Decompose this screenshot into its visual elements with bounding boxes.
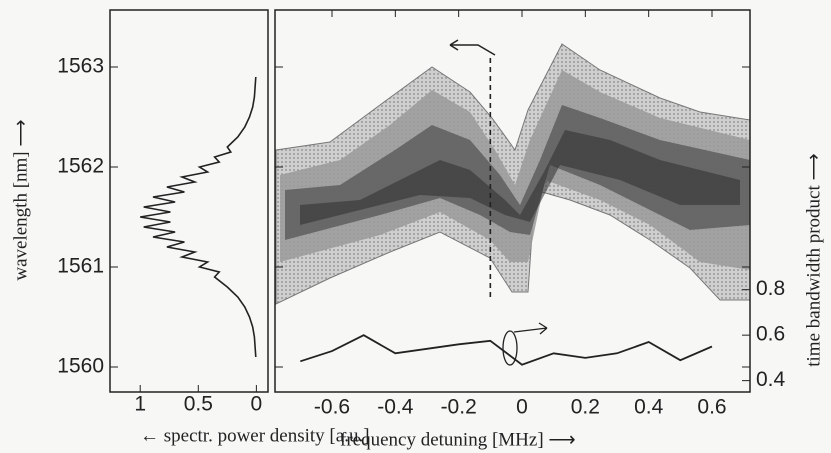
arrow-left [449, 39, 496, 56]
x-tick-label: 0.2 [571, 396, 600, 419]
y-tick-label: 1561 [57, 255, 104, 278]
x-axis-label: ← spectr. power density [a.u.] [140, 425, 370, 446]
y2-axis-label: time bandwidth product ⟶ [803, 153, 824, 367]
left-frame [109, 9, 269, 393]
y2-tick-label: 0.6 [756, 323, 785, 346]
x-tick-label: 0.5 [184, 393, 213, 416]
x-tick-label: -0.6 [314, 396, 350, 419]
x-tick-label: 0 [516, 396, 528, 419]
y2-tick-label: 0.8 [756, 277, 785, 300]
spectrum-line [140, 76, 257, 358]
x-tick-label: -0.4 [377, 396, 414, 419]
arrow-right [513, 322, 548, 335]
x-tick-label: 1 [134, 393, 146, 416]
right-frame [274, 9, 751, 393]
x-axis-label: frequency detuning [MHz] ⟶ [340, 429, 576, 450]
y-tick-label: 1563 [57, 55, 104, 78]
tbp-line [300, 334, 713, 366]
y-tick-label: 1562 [57, 155, 104, 178]
x-tick-label: -0.2 [441, 396, 477, 419]
x-tick-label: 0 [251, 393, 263, 416]
y-axis-label: wavelength [nm] ⟶ [10, 119, 31, 280]
x-tick-label: 0.4 [634, 396, 664, 419]
y2-tick-label: 0.4 [756, 368, 786, 391]
y-tick-label: 1560 [57, 355, 104, 378]
axis-loop [502, 330, 518, 366]
spectrogram-shading [275, 43, 750, 305]
x-tick-label: 0.6 [697, 396, 726, 419]
